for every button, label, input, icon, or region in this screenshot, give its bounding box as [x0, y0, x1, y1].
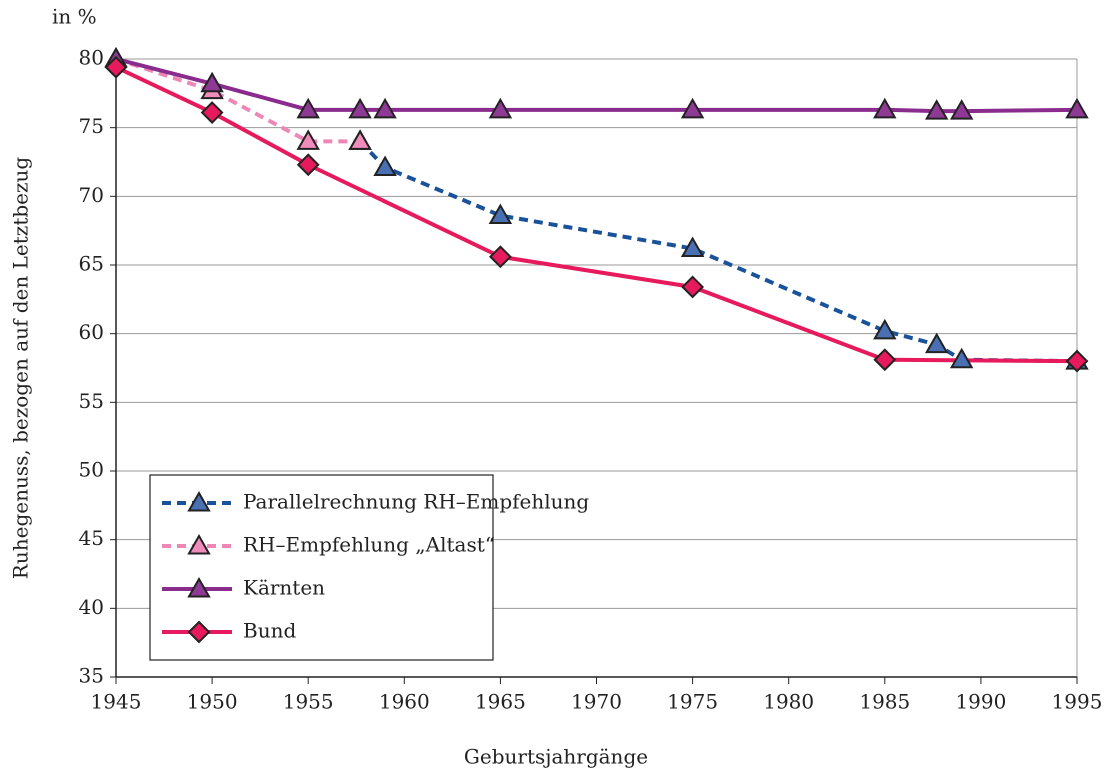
y-tick-label: 60 — [79, 320, 104, 344]
y-tick-label: 70 — [79, 183, 104, 207]
y-tick-label: 75 — [79, 114, 104, 138]
data-point — [200, 71, 224, 93]
data-point — [680, 97, 705, 119]
y-tick-label: 65 — [79, 252, 104, 276]
data-point — [873, 348, 897, 372]
x-tick-label: 1960 — [379, 690, 430, 714]
y-tick-label: 55 — [79, 389, 104, 413]
y-tick-label: 45 — [79, 526, 104, 550]
y-tick-label: 50 — [79, 458, 104, 482]
data-point — [488, 203, 513, 225]
data-point — [488, 97, 513, 119]
data-point — [924, 332, 949, 354]
x-tick-label: 1950 — [187, 690, 238, 714]
x-tick-label: 1945 — [91, 690, 142, 714]
x-tick-label: 1965 — [475, 690, 526, 714]
y-unit-label: in % — [52, 5, 97, 29]
data-point — [348, 129, 372, 150]
data-point — [924, 99, 949, 120]
legend-marker — [187, 620, 211, 644]
series-line — [115, 57, 361, 144]
x-tick-label: 1955 — [283, 690, 334, 714]
x-tick-label: 1970 — [571, 690, 622, 714]
legend-label: Bund — [243, 619, 296, 643]
y-tick-label: 80 — [79, 46, 104, 70]
x-tick-label: 1975 — [667, 690, 718, 714]
x-tick-label: 1990 — [955, 690, 1006, 714]
data-point — [681, 275, 705, 299]
legend-marker — [187, 533, 211, 555]
data-point — [373, 97, 397, 119]
data-point — [104, 55, 128, 79]
data-point — [296, 153, 320, 177]
data-point — [949, 99, 974, 120]
series-line — [358, 140, 1078, 364]
y-axis-label: Ruhegenuss, bezogen auf den Letztbezug — [9, 157, 33, 580]
data-point — [680, 236, 705, 258]
legend-marker — [187, 490, 211, 512]
y-tick-label: 35 — [79, 664, 104, 688]
x-axis-label: Geburtsjahrgänge — [464, 745, 648, 769]
series-line — [115, 57, 1078, 114]
data-point — [1065, 349, 1089, 373]
data-point — [296, 129, 320, 150]
legend-label: RH–Empfehlung „Altast“ — [243, 533, 495, 557]
data-point — [200, 101, 224, 124]
data-point — [949, 347, 974, 369]
x-tick-label: 1995 — [1052, 690, 1103, 714]
data-point — [1065, 97, 1089, 119]
y-tick-label: 40 — [79, 595, 104, 619]
data-point — [373, 155, 397, 176]
data-point — [873, 318, 897, 340]
data-point — [873, 97, 897, 119]
legend-label: Kärnten — [243, 576, 325, 600]
data-point — [296, 97, 320, 119]
x-tick-label: 1985 — [859, 690, 910, 714]
legend-label: Parallelrechnung RH–Empfehlung — [243, 490, 589, 514]
data-point — [348, 97, 372, 119]
legend-marker — [187, 576, 211, 598]
x-tick-label: 1980 — [763, 690, 814, 714]
data-point — [488, 245, 512, 269]
